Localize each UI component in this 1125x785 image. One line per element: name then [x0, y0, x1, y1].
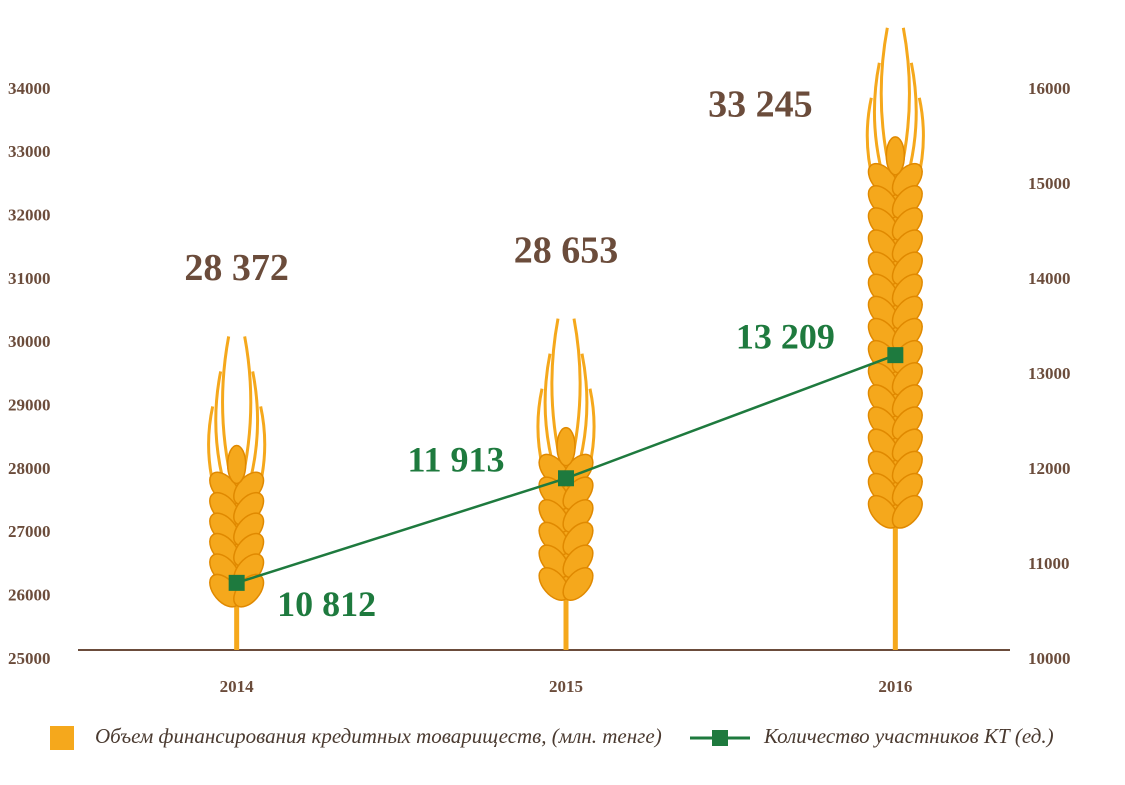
legend-label: Количество участников КТ (ед.) [764, 722, 1054, 750]
y2-tick-label: 16000 [1028, 79, 1071, 98]
line-value-label: 11 913 [407, 440, 504, 480]
x-tick-label: 2014 [220, 677, 255, 696]
y2-tick-label: 15000 [1028, 174, 1071, 193]
wheat-grain [228, 445, 246, 483]
x-tick-label: 2015 [549, 677, 583, 696]
y-tick-label: 29000 [8, 396, 51, 415]
legend-item: Количество участников КТ (ед.) [688, 722, 1054, 750]
y-tick-label: 26000 [8, 586, 51, 605]
line-value-label: 10 812 [277, 584, 376, 624]
bar-value-label: 28 653 [514, 229, 619, 271]
y-tick-label: 34000 [8, 79, 51, 98]
y2-tick-label: 13000 [1028, 364, 1071, 383]
y2-tick-label: 10000 [1028, 649, 1071, 668]
legend-item: Объем финансирования кредитных товарищес… [50, 722, 685, 750]
wheat-grain [886, 137, 904, 175]
y2-tick-label: 14000 [1028, 269, 1071, 288]
line-marker [558, 470, 574, 486]
y-tick-label: 31000 [8, 269, 51, 288]
legend-marker [712, 730, 728, 746]
line-marker [887, 347, 903, 363]
y-tick-label: 33000 [8, 142, 51, 161]
legend-label: Объем финансирования кредитных товарищес… [95, 722, 685, 750]
wheat-grain [557, 428, 575, 466]
chart: 25000 26000 27000 28000 29000 30000 31000 32000… [0, 0, 1125, 780]
y-tick-label: 32000 [8, 206, 51, 225]
wheat-bar [863, 28, 928, 650]
y-tick-label: 25000 [8, 649, 51, 668]
line-marker [229, 575, 245, 591]
legend-swatch [50, 726, 74, 750]
x-tick-label: 2016 [878, 677, 912, 696]
legend-swatch [688, 724, 752, 752]
bar-value-label: 28 372 [184, 247, 289, 289]
chart-page: 25000 26000 27000 28000 29000 30000 31000 32000… [0, 0, 1125, 780]
line-value-label: 13 209 [736, 316, 835, 356]
y2-tick-label: 12000 [1028, 459, 1071, 478]
wheat-bar [204, 336, 269, 650]
y2-tick-label: 11000 [1028, 554, 1070, 573]
y-tick-label: 30000 [8, 332, 51, 351]
y-tick-label: 27000 [8, 522, 51, 541]
y-tick-label: 28000 [8, 459, 51, 478]
bar-value-label: 33 245 [708, 84, 813, 126]
